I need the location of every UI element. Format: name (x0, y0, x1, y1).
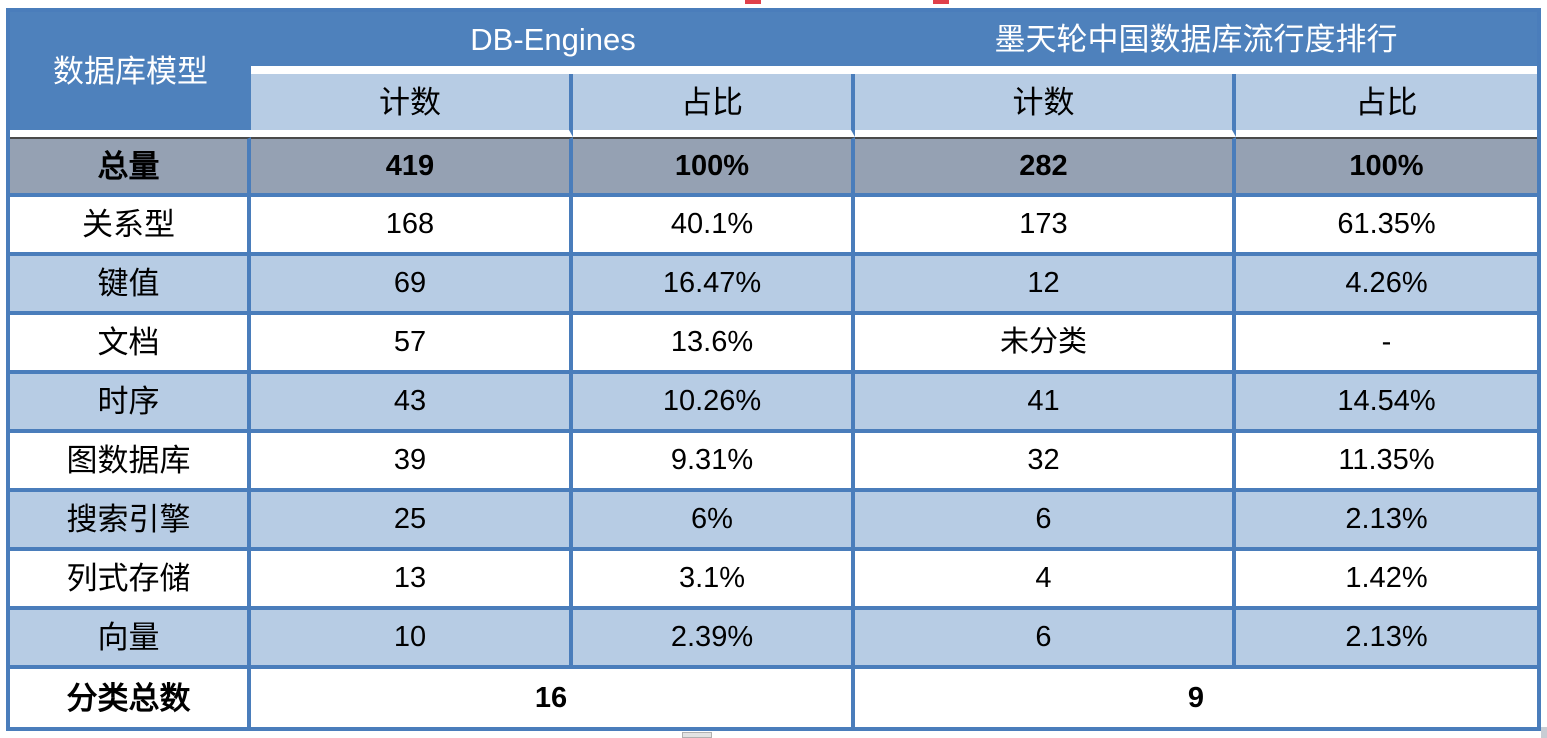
cell-de-pct: 3.1% (573, 551, 855, 610)
cell-mt-pct: 61.35% (1236, 197, 1537, 256)
cropped-red-mark-right (933, 0, 949, 4)
total-mt-pct: 100% (1236, 137, 1537, 197)
subheader-de-count: 计数 (251, 74, 573, 137)
cell-de-count: 43 (251, 374, 573, 433)
cell-de-pct: 13.6% (573, 315, 855, 374)
cell-mt-count: 41 (855, 374, 1236, 433)
corner-remnant (1541, 727, 1547, 738)
cropped-red-mark-left (745, 0, 761, 4)
cell-mt-count: 12 (855, 256, 1236, 315)
row-label: 向量 (10, 610, 251, 669)
cell-de-count: 39 (251, 433, 573, 492)
total-de-count: 419 (251, 137, 573, 197)
cell-de-count: 168 (251, 197, 573, 256)
cell-de-count: 10 (251, 610, 573, 669)
subheader-mt-count: 计数 (855, 74, 1236, 137)
cell-de-count: 25 (251, 492, 573, 551)
cell-de-pct: 6% (573, 492, 855, 551)
footer-de-total: 16 (251, 669, 855, 727)
col-group-motianlun: 墨天轮中国数据库流行度排行 (855, 12, 1537, 74)
cell-de-pct: 40.1% (573, 197, 855, 256)
row-label: 时序 (10, 374, 251, 433)
cell-mt-count: 6 (855, 610, 1236, 669)
cell-mt-pct: 11.35% (1236, 433, 1537, 492)
cell-mt-count: 173 (855, 197, 1236, 256)
cell-mt-pct: 4.26% (1236, 256, 1537, 315)
total-mt-count: 282 (855, 137, 1236, 197)
cell-de-pct: 16.47% (573, 256, 855, 315)
cell-mt-count: 6 (855, 492, 1236, 551)
row-label: 列式存储 (10, 551, 251, 610)
cell-mt-pct: - (1236, 315, 1537, 374)
cell-de-pct: 9.31% (573, 433, 855, 492)
col-header-model: 数据库模型 (10, 12, 251, 137)
cell-de-count: 13 (251, 551, 573, 610)
row-label: 文档 (10, 315, 251, 374)
subheader-mt-pct: 占比 (1236, 74, 1537, 137)
total-de-pct: 100% (573, 137, 855, 197)
comparison-table: 数据库模型 DB-Engines 墨天轮中国数据库流行度排行 计数 占比 计数 … (6, 8, 1541, 731)
cell-mt-pct: 1.42% (1236, 551, 1537, 610)
cell-mt-pct: 2.13% (1236, 610, 1537, 669)
row-label: 键值 (10, 256, 251, 315)
cell-mt-pct: 14.54% (1236, 374, 1537, 433)
cell-mt-count: 4 (855, 551, 1236, 610)
footer-mt-total: 9 (855, 669, 1537, 727)
total-row-label: 总量 (10, 137, 251, 197)
cell-mt-pct: 2.13% (1236, 492, 1537, 551)
row-label: 图数据库 (10, 433, 251, 492)
cell-de-pct: 2.39% (573, 610, 855, 669)
col-group-db-engines: DB-Engines (251, 12, 855, 74)
cell-mt-count: 未分类 (855, 315, 1236, 374)
cell-de-count: 69 (251, 256, 573, 315)
row-label: 关系型 (10, 197, 251, 256)
cell-de-pct: 10.26% (573, 374, 855, 433)
footer-label: 分类总数 (10, 669, 251, 727)
cell-de-count: 57 (251, 315, 573, 374)
scrollbar-remnant (682, 732, 712, 738)
cell-mt-count: 32 (855, 433, 1236, 492)
subheader-de-pct: 占比 (573, 74, 855, 137)
row-label: 搜索引擎 (10, 492, 251, 551)
